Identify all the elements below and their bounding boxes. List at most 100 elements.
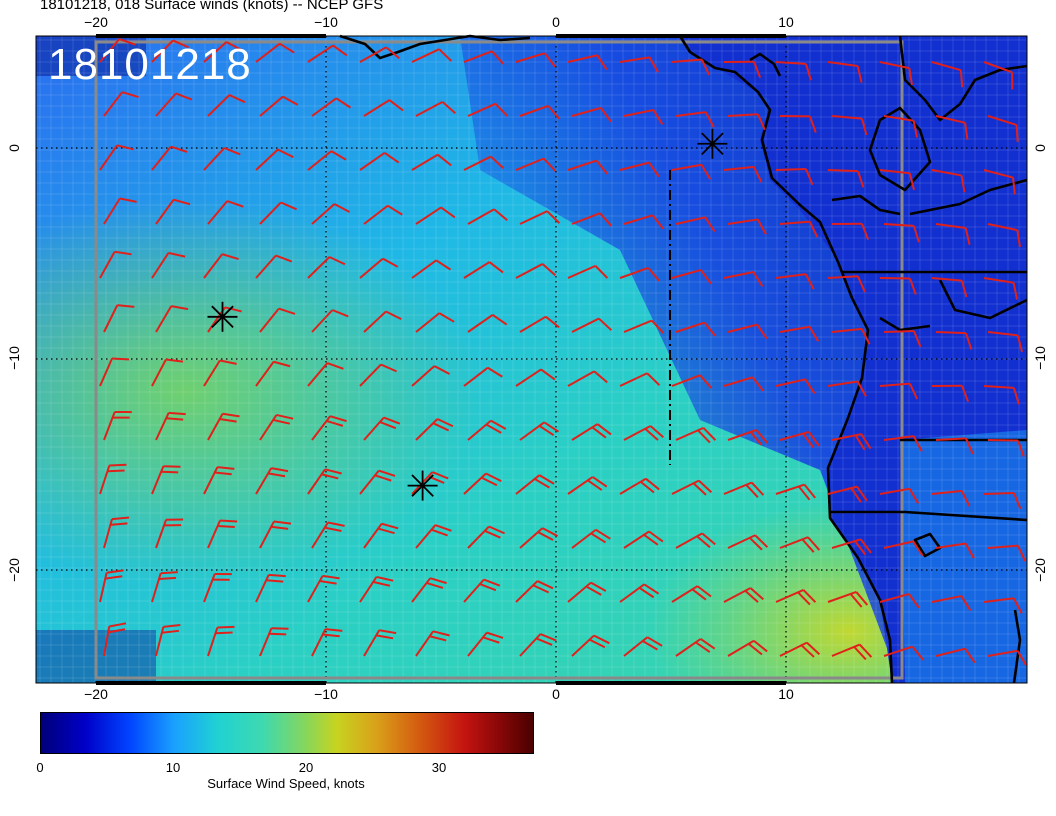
wind-barb-181 — [151, 571, 178, 603]
wind-barb-124 — [931, 384, 970, 403]
wind-barb-196 — [931, 595, 972, 612]
wind-barbs — [99, 38, 1028, 667]
wind-barb-49 — [775, 167, 814, 186]
wind-barb-170 — [519, 527, 559, 549]
wind-barb-182 — [203, 572, 232, 603]
wind-barb-51 — [879, 169, 915, 191]
wind-barb-134 — [519, 421, 560, 441]
wind-barb-118 — [619, 372, 661, 387]
wind-barb-89 — [983, 277, 1018, 300]
wind-barb-60 — [415, 206, 456, 225]
wind-barb-159 — [879, 487, 920, 504]
wind-barb-138 — [727, 428, 769, 446]
wind-barb-158 — [827, 485, 868, 503]
wind-barb-85 — [775, 273, 815, 290]
lon-tick-bottom-4: 10 — [778, 686, 794, 702]
wind-barb-28 — [623, 109, 664, 125]
wind-barb-30 — [727, 113, 766, 131]
wind-barb-141 — [883, 435, 923, 452]
date-stamp: 18101218 — [48, 40, 252, 89]
wind-barb-35 — [987, 115, 1019, 143]
wind-barb-67 — [779, 220, 819, 238]
domain-box — [94, 40, 904, 680]
wind-barb-83 — [671, 268, 712, 285]
wind-barb-163 — [155, 518, 184, 549]
wind-barb-16 — [931, 61, 964, 88]
wind-barb-78 — [411, 259, 452, 279]
wind-barb-173 — [675, 532, 716, 549]
lon-tick-bottom-3: 0 — [552, 686, 560, 702]
wind-barb-12 — [723, 60, 762, 78]
wind-barb-130 — [311, 415, 347, 441]
wind-barb-26 — [519, 104, 561, 120]
wind-barb-210 — [727, 639, 768, 657]
wind-barb-2 — [203, 41, 242, 63]
colorbar-label: Surface Wind Speed, knots — [207, 776, 365, 791]
wind-barb-102 — [727, 323, 768, 340]
wind-barb-151 — [463, 472, 502, 495]
wind-barb-160 — [931, 489, 971, 507]
station-markers — [207, 128, 728, 501]
coastline-9 — [879, 316, 931, 332]
wind-barb-25 — [467, 102, 509, 117]
wind-barb-132 — [415, 418, 454, 441]
wind-barb-203 — [363, 629, 397, 657]
wind-barb-178 — [935, 542, 975, 559]
wind-barb-143 — [987, 439, 1025, 457]
marker-1 — [207, 301, 238, 332]
colorbar-tick-0: 0 — [36, 760, 44, 775]
wind-barb-9 — [567, 54, 608, 71]
wind-barb-17 — [983, 61, 1014, 90]
wind-barb-111 — [255, 360, 291, 387]
wind-barb-152 — [515, 474, 555, 495]
wind-barb-126 — [103, 410, 132, 441]
wind-barb-95 — [363, 310, 402, 333]
wind-barb-47 — [671, 163, 712, 180]
wind-barb-180 — [99, 569, 124, 603]
wind-barb-116 — [515, 368, 556, 387]
wind-barb-117 — [567, 370, 608, 387]
wind-barb-205 — [467, 631, 504, 657]
wind-barb-194 — [827, 590, 869, 608]
wind-barb-100 — [623, 319, 665, 334]
lon-tick-bottom-1: −20 — [84, 686, 108, 702]
wind-barb-169 — [467, 525, 505, 549]
lat-tick-left-1: 0 — [6, 144, 22, 152]
wind-barb-56 — [207, 200, 244, 225]
wind-barb-204 — [415, 630, 450, 657]
wind-barb-3 — [255, 42, 295, 63]
wind-barb-5 — [359, 46, 400, 63]
wind-barb-154 — [619, 477, 660, 495]
wind-barb-20 — [207, 94, 246, 117]
wind-barb-123 — [879, 382, 919, 400]
colorbar — [40, 712, 534, 754]
marker-3 — [697, 128, 728, 159]
wind-barb-162 — [103, 516, 130, 549]
wind-barb-36 — [99, 144, 134, 171]
coastline-13 — [1012, 609, 1022, 684]
wind-barb-131 — [363, 416, 401, 441]
wind-barb-59 — [363, 204, 403, 225]
lat-tick-left-2: −10 — [6, 346, 22, 370]
wind-barb-147 — [255, 467, 289, 495]
coastline-3 — [898, 35, 1028, 122]
graticule — [36, 34, 1027, 685]
wind-barb-53 — [983, 169, 1016, 195]
coastline-2 — [749, 52, 782, 77]
wind-barb-22 — [311, 97, 352, 117]
wind-barb-23 — [363, 99, 404, 117]
wind-barb-11 — [671, 58, 711, 76]
wind-barb-18 — [103, 91, 139, 117]
coastline-1 — [339, 34, 531, 60]
colorbar-tick-30: 30 — [431, 760, 447, 775]
lon-tick-bottom-2: −10 — [314, 686, 338, 702]
wind-barb-133 — [467, 419, 507, 441]
wind-barb-84 — [723, 271, 764, 288]
wind-barb-188 — [515, 580, 554, 603]
wind-barb-71 — [987, 223, 1021, 248]
wind-barb-113 — [359, 363, 397, 387]
wind-barb-80 — [515, 263, 556, 279]
wind-barb-40 — [307, 150, 347, 171]
wind-barb-149 — [359, 469, 396, 495]
wind-barb-82 — [619, 266, 661, 282]
